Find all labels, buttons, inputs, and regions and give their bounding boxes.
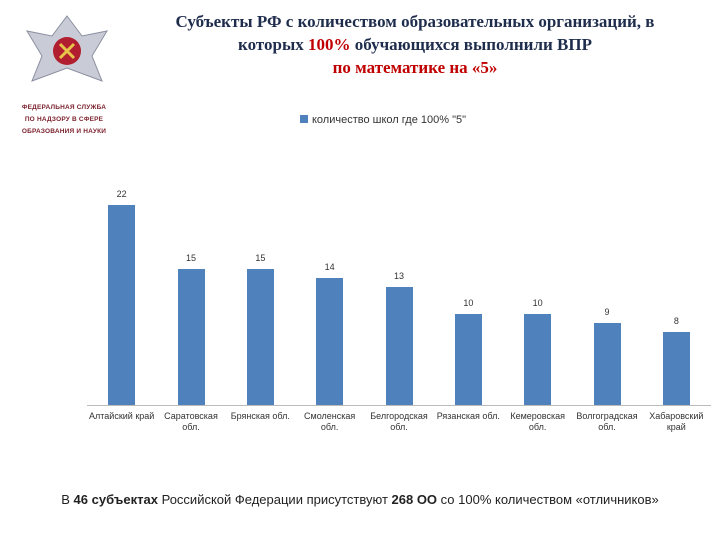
x-tick-label: Хабаровский край bbox=[649, 411, 704, 432]
title-segment: 100% bbox=[307, 35, 351, 54]
x-tick-label: Брянская обл. bbox=[230, 411, 290, 421]
x-tick-label: Рязанская обл. bbox=[436, 411, 500, 421]
bar bbox=[177, 268, 205, 405]
bar bbox=[246, 268, 274, 405]
data-label: 14 bbox=[324, 261, 335, 272]
bar bbox=[524, 314, 552, 405]
logo-text: ФЕДЕРАЛЬНАЯ СЛУЖБА bbox=[21, 104, 107, 111]
logo-emblem bbox=[25, 15, 109, 82]
title: Субъекты РФ с количеством образовательны… bbox=[120, 10, 710, 79]
title-segment: которых bbox=[238, 35, 308, 54]
footer-segment: 268 ОО bbox=[391, 492, 438, 507]
data-label: 13 bbox=[393, 270, 404, 281]
title-line: по математике на «5» bbox=[120, 56, 710, 79]
data-label: 8 bbox=[673, 316, 679, 327]
x-tick-label: Алтайский край bbox=[89, 411, 155, 421]
x-tick-label: Кемеровская обл. bbox=[510, 411, 565, 432]
data-label: 9 bbox=[604, 307, 610, 318]
x-tick-label: Белгородская обл. bbox=[370, 411, 428, 432]
footer-segment: со 100% количеством «отличников» bbox=[437, 492, 659, 507]
legend: количество школ где 100% "5" bbox=[300, 114, 466, 126]
footer: В 46 субъектах Российской Федерации прис… bbox=[0, 492, 720, 507]
bar bbox=[385, 286, 413, 405]
title-segment: обучающихся выполнили ВПР bbox=[350, 35, 592, 54]
legend-swatch bbox=[300, 115, 308, 123]
x-tick-label: Волгоградская обл. bbox=[576, 411, 638, 432]
legend-label: количество школ где 100% "5" bbox=[312, 114, 466, 126]
data-label: 15 bbox=[255, 252, 266, 263]
x-tick-label: Саратовская обл. bbox=[164, 411, 218, 432]
x-tick-label: Смоленская обл. bbox=[304, 411, 356, 432]
bar bbox=[662, 332, 690, 405]
title-line: которых 100% обучающихся выполнили ВПР bbox=[120, 33, 710, 56]
x-axis bbox=[87, 405, 711, 406]
bar bbox=[108, 205, 136, 405]
logo-text: ПО НАДЗОРУ В СФЕРЕ bbox=[24, 116, 104, 123]
data-label: 15 bbox=[185, 252, 196, 263]
bar bbox=[593, 323, 621, 405]
title-line: Субъекты РФ с количеством образовательны… bbox=[120, 10, 710, 33]
title-segment: Субъекты РФ с количеством образовательны… bbox=[175, 12, 655, 31]
footer-segment: 46 субъектах bbox=[73, 492, 158, 507]
bar bbox=[454, 314, 482, 405]
data-label: 22 bbox=[116, 189, 127, 199]
title-segment: по математике на «5» bbox=[332, 58, 498, 77]
logo-text: ОБРАЗОВАНИЯ И НАУКИ bbox=[21, 128, 107, 135]
data-label: 10 bbox=[532, 298, 543, 309]
footer-segment: В bbox=[61, 492, 74, 507]
footer-segment: Российской Федерации присутствуют bbox=[157, 492, 392, 507]
bar bbox=[316, 277, 344, 405]
data-label: 10 bbox=[463, 298, 474, 309]
